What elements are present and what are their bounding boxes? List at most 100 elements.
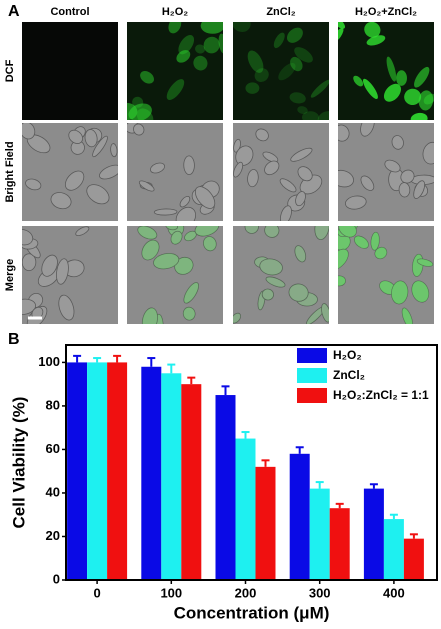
bar — [309, 488, 330, 580]
cell-fluorescence — [338, 275, 346, 286]
y-axis-title: Cell Viability (%) — [9, 397, 28, 529]
bar — [87, 362, 108, 580]
micrograph — [22, 22, 118, 120]
cell-fluorescence — [396, 70, 407, 86]
cell-fluorescence — [362, 78, 378, 100]
cell-fluorescence — [254, 68, 269, 82]
cell-outline — [264, 226, 280, 238]
micrograph — [233, 123, 329, 221]
error-bar — [147, 357, 156, 367]
cell-fluorescence — [153, 253, 179, 269]
x-axis-title: Concentration (μM) — [174, 603, 330, 622]
plot-frame — [65, 344, 438, 581]
cell-outline — [244, 226, 259, 234]
y-tick-label: 100 — [38, 354, 60, 369]
cell-outline — [68, 129, 84, 144]
x-tick-label: 200 — [235, 585, 257, 600]
row-label: Merge — [4, 259, 16, 291]
cell-outline — [141, 307, 158, 324]
cell-fluorescence — [370, 232, 380, 251]
column-header: Control — [50, 6, 89, 18]
cell-fluorescence — [338, 27, 344, 42]
cell-outline — [50, 192, 72, 210]
cell-fluorescence — [418, 90, 434, 111]
bar — [235, 438, 256, 580]
cell-fluorescence — [127, 102, 138, 120]
cell-outline — [413, 180, 426, 199]
cell-fluorescence — [366, 35, 386, 46]
legend-swatch — [297, 388, 327, 403]
cell-fluorescence — [294, 47, 313, 63]
cell-outline — [262, 151, 279, 163]
cell-fluorescence — [245, 226, 259, 234]
cell-outline — [41, 254, 58, 277]
cell-outline — [84, 129, 98, 148]
cell-fluorescence — [233, 313, 241, 324]
bar — [67, 362, 88, 580]
cell-outline — [264, 160, 280, 176]
cell-fluorescence — [166, 79, 185, 100]
cell-outline — [338, 124, 350, 142]
cell-outline — [400, 169, 415, 184]
error-bar — [167, 363, 176, 374]
error-bar — [187, 376, 196, 385]
cell-fluorescence — [233, 22, 251, 32]
cell-fluorescence — [297, 106, 308, 114]
cell-outline — [279, 178, 297, 193]
cell-outline — [25, 178, 42, 191]
error-bar — [93, 357, 102, 363]
cell-fluorescence — [301, 111, 320, 120]
cell-outline — [391, 135, 404, 150]
cell-fluorescence — [383, 83, 401, 102]
cell-outline — [255, 128, 269, 142]
cell-fluorescence — [183, 307, 196, 321]
cell-fluorescence — [414, 66, 430, 88]
image-background — [233, 123, 329, 221]
cell-outline — [203, 236, 217, 252]
bar — [403, 538, 424, 580]
cell-fluorescence — [178, 35, 195, 55]
y-tick-label: 80 — [46, 397, 60, 412]
error-bar — [389, 513, 398, 520]
cell-outline — [170, 230, 183, 245]
cell-fluorescence — [195, 226, 219, 237]
cell-fluorescence — [354, 236, 369, 249]
cell-outline — [22, 123, 36, 140]
x-tick-label: 100 — [160, 585, 182, 600]
bar — [383, 519, 404, 580]
cell-outline — [110, 143, 118, 158]
cell-fluorescence — [262, 289, 274, 300]
cell-outline — [22, 253, 37, 272]
x-tick-label: 0 — [93, 585, 100, 600]
cell-fluorescence — [338, 226, 357, 237]
micrograph — [338, 123, 434, 221]
error-bar — [315, 481, 324, 489]
cell-fluorescence — [310, 79, 329, 98]
cell-fluorescence — [264, 226, 279, 238]
cell-outline — [56, 258, 69, 285]
cell-fluorescence — [193, 55, 208, 71]
cell-fluorescence — [404, 88, 422, 106]
cell-outline — [133, 123, 145, 136]
cell-outline — [261, 288, 274, 301]
panel-label: B — [8, 331, 20, 348]
y-tick-label: 60 — [46, 441, 60, 456]
cell-fluorescence — [184, 231, 197, 241]
cell-outline — [99, 164, 118, 180]
micrograph — [233, 226, 329, 324]
cell-outline — [86, 184, 110, 205]
cell-fluorescence — [306, 306, 325, 324]
cell-fluorescence — [170, 231, 183, 245]
cell-outline — [183, 155, 195, 176]
error-bar — [113, 354, 122, 363]
cell-outline — [290, 147, 313, 162]
column-header: ZnCl₂ — [266, 6, 295, 18]
cell-fluorescence — [289, 92, 306, 104]
cell-fluorescence — [203, 236, 217, 251]
cell-fluorescence — [168, 22, 182, 34]
cell-outline — [153, 253, 180, 270]
cell-fluorescence — [141, 240, 160, 260]
cell-fluorescence — [288, 283, 309, 302]
micrograph — [233, 22, 329, 120]
